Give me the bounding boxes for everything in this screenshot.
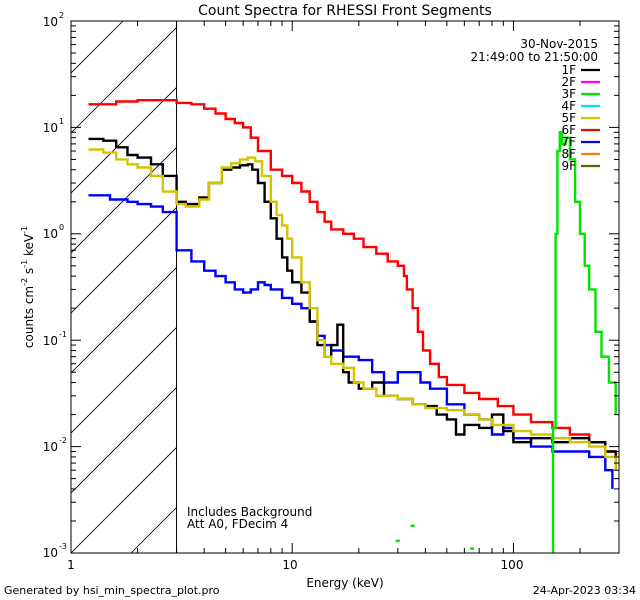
svg-text:10: 10 <box>43 15 58 29</box>
y-axis-label-kev: keV <box>22 233 36 260</box>
x-tick-label-1: 1 <box>67 558 75 572</box>
hatch-line <box>71 21 124 74</box>
hatch-line <box>71 386 177 494</box>
footer-generated-by: Generated by hsi_min_spectra_plot.pro <box>4 584 220 597</box>
series-line-5F <box>88 148 617 471</box>
svg-text:10: 10 <box>43 334 58 348</box>
legend-label-8F: 8F <box>561 147 576 161</box>
series-group <box>88 99 617 553</box>
chart-title: Count Spectra for RHESSI Front Segments <box>198 3 492 19</box>
hatch-line <box>71 206 177 314</box>
y-tick-label-1e0: 10 0 <box>43 223 64 241</box>
legend-label-3F: 3F <box>561 87 576 101</box>
y-axis-label-main: counts cm <box>22 286 36 348</box>
hatched-region <box>0 0 178 553</box>
x-axis-ticks <box>70 21 620 553</box>
hatch-line <box>71 86 177 194</box>
background-annotation: Includes Background <box>187 505 312 519</box>
hatch-line <box>71 326 177 434</box>
svg-text:-3: -3 <box>59 542 67 551</box>
y-tick-label-1e-3: 10 -3 <box>43 542 67 560</box>
svg-text:counts cm-2 s-1 keV-1: counts cm-2 s-1 keV-1 <box>20 226 36 348</box>
series-line-1F <box>88 137 617 471</box>
y-axis-label: counts cm-2 s-1 keV-1 <box>20 226 36 348</box>
svg-text:1: 1 <box>59 117 64 126</box>
svg-text:-1: -1 <box>59 330 67 339</box>
y-axis-label-exp-cm: -2 <box>20 278 29 286</box>
svg-text:2: 2 <box>59 11 64 20</box>
svg-text:0: 0 <box>59 223 64 232</box>
x-tick-label-10: 10 <box>282 558 297 572</box>
svg-text:10: 10 <box>43 121 58 135</box>
legend-label-9F: 9F <box>561 159 576 173</box>
legend-label-5F: 5F <box>561 111 576 125</box>
svg-text:10: 10 <box>43 440 58 454</box>
y-axis-ticks <box>71 20 619 554</box>
y-tick-label-1e2: 10 2 <box>43 11 64 29</box>
hatch-line <box>71 446 177 553</box>
legend-label-6F: 6F <box>561 123 576 137</box>
y-axis-label-s: s <box>22 268 36 278</box>
y-tick-label-1e-1: 10 -1 <box>43 330 67 348</box>
plot-frame <box>70 20 620 554</box>
legend-label-1F: 1F <box>561 63 576 77</box>
series-line-7F <box>88 194 614 489</box>
legend-label-4F: 4F <box>561 99 576 113</box>
hatch-line <box>71 26 177 134</box>
attenuator-annotation: Att A0, FDecim 4 <box>187 517 288 531</box>
series-line-3F <box>551 131 617 553</box>
series-line-6F <box>88 99 617 464</box>
svg-text:-2: -2 <box>59 436 67 445</box>
y-axis-label-exp-kev: -1 <box>20 226 29 234</box>
legend-label-7F: 7F <box>561 135 576 149</box>
y-tick-label-1e-2: 10 -2 <box>43 436 67 454</box>
y-axis-label-exp-s: -1 <box>20 260 29 268</box>
x-tick-label-100: 100 <box>501 558 524 572</box>
svg-text:10: 10 <box>43 546 58 560</box>
time-range-annotation: 21:49:00 to 21:50:00 <box>471 50 598 64</box>
footer-timestamp: 24-Apr-2023 03:34 <box>533 584 636 597</box>
legend-label-2F: 2F <box>561 75 576 89</box>
x-axis-label: Energy (keV) <box>306 576 383 590</box>
date-annotation: 30-Nov-2015 <box>520 37 598 51</box>
y-tick-label-1e1: 10 1 <box>43 117 64 135</box>
svg-text:10: 10 <box>43 227 58 241</box>
hatch-line <box>71 146 177 254</box>
hatch-line <box>0 0 131 553</box>
